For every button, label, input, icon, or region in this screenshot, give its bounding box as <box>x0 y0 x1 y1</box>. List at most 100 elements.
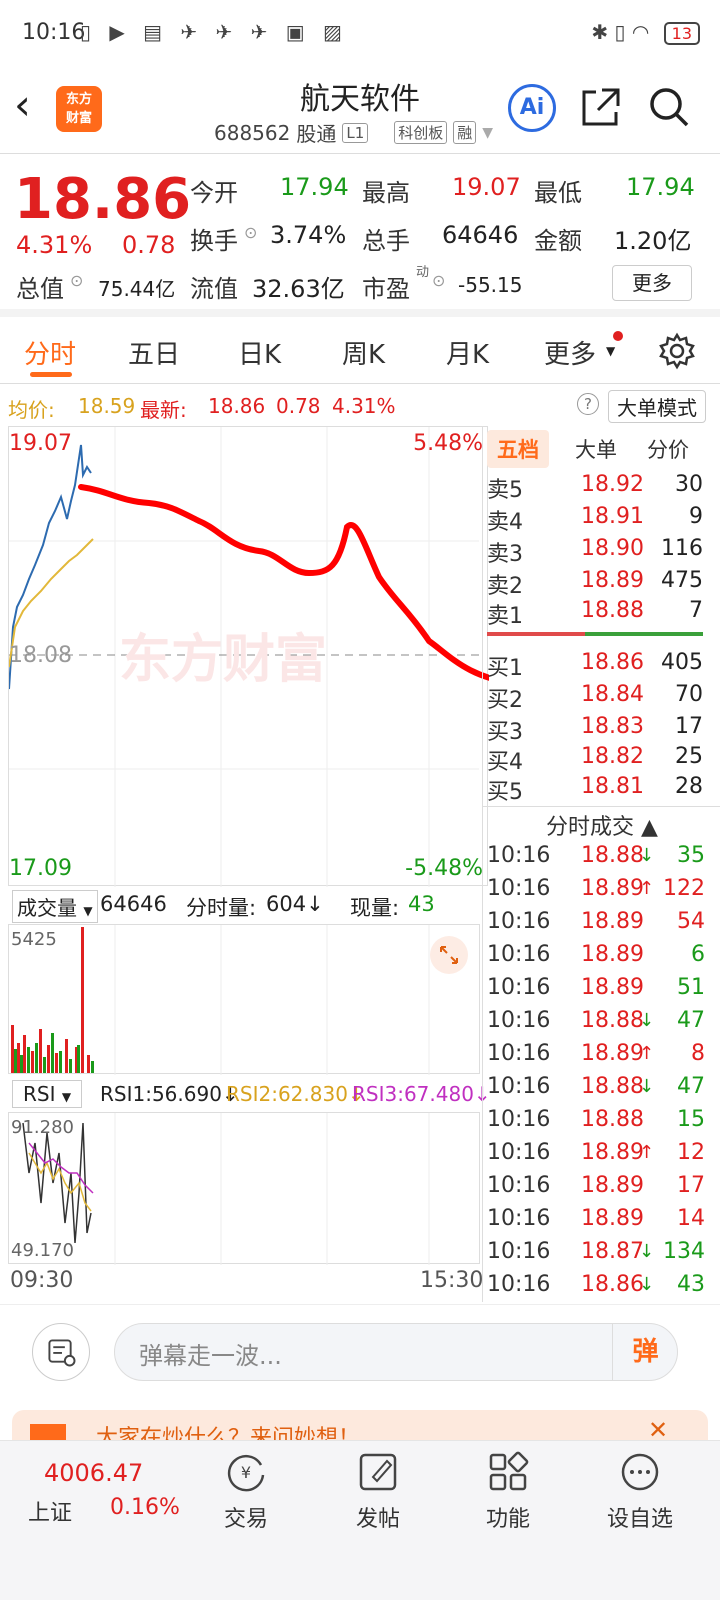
app-logo[interactable]: 东方 财富 <box>56 86 102 132</box>
rsi1-value: RSI1:56.690↓ <box>100 1082 239 1106</box>
time-axis-start: 09:30 <box>10 1268 74 1293</box>
trade-price: 18.89 <box>581 942 644 967</box>
trade-time: 10:16 <box>487 1272 551 1297</box>
low-label: 最低 <box>534 179 582 207</box>
tick-trades[interactable]: 分时成交 ▲ 10:16 18.88 ↓ 35 10:16 18.89 ↑ 122 10:16 1… <box>482 806 720 1302</box>
tab-weekly-k[interactable]: 周K <box>342 340 386 370</box>
share-icon[interactable] <box>580 86 620 128</box>
volume-max: 5425 <box>11 929 57 950</box>
ask-row: 卖5 18.92 30 <box>487 472 703 503</box>
trade-row: 10:16 18.89 6 <box>487 942 705 974</box>
hand-drawn-annotation <box>78 484 489 681</box>
trade-volume: 134 <box>663 1239 705 1264</box>
nav-trade[interactable]: ¥ 交易 <box>196 1449 296 1533</box>
svg-text:¥: ¥ <box>241 1463 251 1482</box>
chevron-down-icon[interactable]: ▼ <box>482 124 494 141</box>
nav-post-label: 发帖 <box>355 1507 400 1532</box>
logo-line2: 财富 <box>65 111 92 126</box>
trade-price: 18.88 <box>581 1074 644 1099</box>
tab-daily-k[interactable]: 日K <box>238 340 282 370</box>
index-change[interactable]: 0.16% <box>110 1495 180 1520</box>
open-label: 今开 <box>190 179 238 207</box>
ai-button[interactable]: Ai <box>508 84 556 132</box>
tab-underline <box>30 372 72 377</box>
trade-volume: 51 <box>677 975 705 1000</box>
rsi-chart[interactable]: 91.280 49.170 <box>8 1112 480 1265</box>
nav-watchlist[interactable]: 设自选 <box>590 1449 690 1533</box>
turnover-label: 换手 <box>190 227 238 255</box>
trade-time: 10:16 <box>487 1074 551 1099</box>
trade-volume: 15 <box>677 1107 705 1132</box>
trade-time: 10:16 <box>487 843 551 868</box>
danmaku-button[interactable]: 弹 <box>612 1323 678 1381</box>
megaphone-icon <box>30 1424 66 1444</box>
trade-row: 10:16 18.89 ↑ 8 <box>487 1041 705 1073</box>
trade-volume: 17 <box>677 1173 705 1198</box>
trade-direction-icon: ↓ <box>639 1076 655 1097</box>
trade-time: 10:16 <box>487 1206 551 1231</box>
current-price: 18.86 <box>14 167 192 232</box>
search-icon[interactable] <box>648 86 690 128</box>
tab-monthly-k[interactable]: 月K <box>446 340 490 370</box>
float-label: 流值 <box>190 275 238 303</box>
tab-five-levels[interactable]: 五档 <box>487 430 549 468</box>
info-icon[interactable]: ⊙ <box>432 271 446 290</box>
nav-post[interactable]: 发帖 <box>328 1449 428 1533</box>
comment-input[interactable]: 弹幕走一波... <box>114 1323 678 1381</box>
indicator-dropdown[interactable]: 成交量 ▼ <box>12 890 98 923</box>
info-icon[interactable]: ⊙ <box>244 223 258 242</box>
bid-row: 买4 18.82 25 <box>487 744 703 775</box>
trade-volume: 43 <box>677 1272 705 1297</box>
trade-price: 18.89 <box>581 975 644 1000</box>
index-name[interactable]: 上证 <box>28 1501 73 1526</box>
tab-more[interactable]: 更多 <box>544 340 597 370</box>
latest-value: 18.86 <box>208 394 266 418</box>
chart-grid <box>9 427 489 887</box>
chevron-down-icon: ▼ <box>61 1090 72 1104</box>
trade-direction-icon: ↓ <box>639 1241 655 1262</box>
big-order-mode-button[interactable]: 大单模式 <box>608 390 706 423</box>
now-volume-label: 现量: <box>350 896 400 920</box>
status-time: 10:16 <box>22 20 86 45</box>
watermark: 东方财富 <box>119 630 328 690</box>
trades-title[interactable]: 分时成交 ▲ <box>546 815 658 840</box>
latest-change: 0.78 <box>276 394 321 418</box>
trade-price: 18.88 <box>581 1107 644 1132</box>
amount-label: 金额 <box>534 227 582 255</box>
close-icon[interactable]: ✕ <box>648 1416 669 1444</box>
info-icon[interactable]: ⊙ <box>70 271 84 290</box>
ask-banner[interactable]: 大家在炒什么？来问妙想！ ✕ <box>12 1410 708 1444</box>
trade-volume: 8 <box>691 1041 705 1066</box>
tab-price-dist[interactable]: 分价 <box>647 438 689 462</box>
level-tag: L1 <box>342 122 369 143</box>
volume-label: 成交量 <box>17 896 77 920</box>
volume-chart[interactable]: 5425 <box>8 924 480 1075</box>
expand-icon[interactable] <box>429 935 469 975</box>
tab-big-orders[interactable]: 大单 <box>575 438 617 462</box>
index-value[interactable]: 4006.47 <box>44 1459 144 1487</box>
gear-icon[interactable] <box>658 332 696 370</box>
low-value: 17.94 <box>626 173 695 201</box>
tab-intraday[interactable]: 分时 <box>24 340 77 370</box>
trade-row: 10:16 18.88 ↓ 47 <box>487 1008 705 1040</box>
help-icon[interactable]: ? <box>577 393 599 415</box>
now-volume-value: 43 <box>408 892 435 916</box>
back-button[interactable]: ‹ <box>14 80 31 129</box>
trade-volume: 35 <box>677 843 705 868</box>
tab-five-day[interactable]: 五日 <box>128 340 181 370</box>
volume-total: 64646 <box>100 892 167 916</box>
trade-price: 18.89 <box>581 876 644 901</box>
comment-settings-icon[interactable] <box>32 1323 90 1381</box>
trade-row: 10:16 18.86 ↓ 43 <box>487 1272 705 1304</box>
more-button[interactable]: 更多 <box>612 265 692 301</box>
rsi-dropdown[interactable]: RSI ▼ <box>12 1080 83 1108</box>
rsi-bottom: 49.170 <box>11 1240 74 1261</box>
avg-value: 18.59 <box>78 394 136 418</box>
intraday-chart[interactable]: 19.07 5.48% 18.08 17.09 -5.48% 东方财富 <box>8 426 489 887</box>
volume-header: 成交量 ▼ 64646 分时量: 604↓ 现量: 43 <box>8 886 488 924</box>
trade-row: 10:16 18.89 51 <box>487 975 705 1007</box>
pct-axis-bottom: -5.48% <box>405 856 483 881</box>
nav-functions[interactable]: 功能 <box>458 1449 558 1533</box>
rsi3-value: RSI3:67.480↓ <box>352 1082 491 1106</box>
rsi-label: RSI <box>23 1082 56 1106</box>
